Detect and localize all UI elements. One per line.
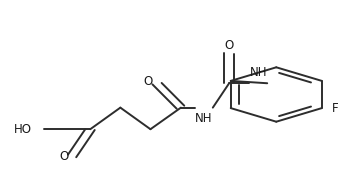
Text: HO: HO (13, 123, 32, 136)
Text: NH: NH (195, 112, 213, 125)
Text: O: O (143, 75, 152, 88)
Text: NH: NH (249, 66, 267, 79)
Text: O: O (59, 150, 68, 163)
Text: F: F (332, 102, 339, 115)
Text: O: O (225, 39, 234, 52)
